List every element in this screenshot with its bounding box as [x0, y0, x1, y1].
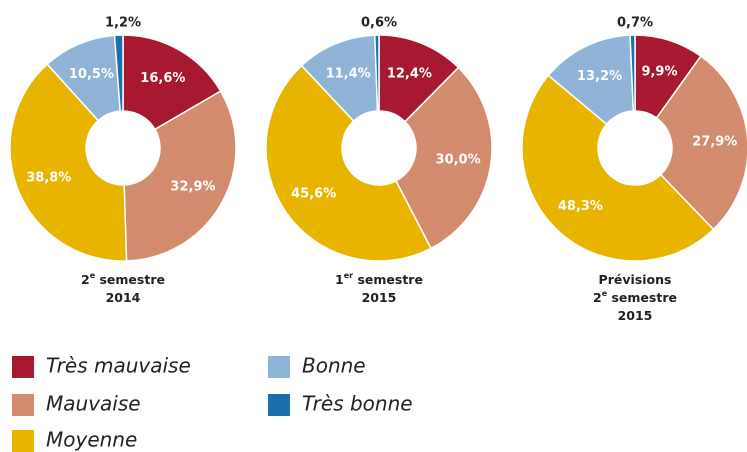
chart-title: 2015 — [618, 308, 653, 323]
legend-label: Moyenne — [46, 428, 137, 452]
data-label: 11,4% — [326, 67, 371, 82]
legend-label: Très bonne — [302, 392, 413, 416]
donut-slice — [9, 63, 128, 262]
chart-title: Prévisions — [599, 272, 672, 287]
title-part: Prévisions — [599, 272, 672, 287]
title-part: 2 — [81, 272, 90, 287]
data-label: 0,6% — [361, 16, 397, 31]
legend-swatch — [12, 430, 34, 452]
legend-label: Très mauvaise — [46, 354, 191, 378]
donut-slice — [655, 55, 747, 231]
legend-swatch — [12, 394, 34, 416]
title-part: er — [344, 271, 353, 280]
title-part: 2 — [593, 290, 602, 305]
donut-slice — [122, 34, 222, 131]
legend-swatch — [268, 356, 290, 378]
title-part: semestre — [95, 272, 165, 287]
data-label: 30,0% — [436, 153, 481, 168]
chart-title: 1er semestre — [335, 271, 423, 287]
data-label: 16,6% — [140, 71, 185, 86]
donut-slice — [123, 90, 237, 262]
data-label: 10,5% — [69, 67, 114, 82]
data-label: 0,7% — [617, 16, 653, 31]
title-part: 2015 — [362, 290, 397, 305]
donut-slice — [629, 34, 636, 112]
data-label: 9,9% — [641, 64, 677, 79]
data-label: 32,9% — [170, 179, 215, 194]
title-part: 1 — [335, 272, 344, 287]
chart-title: 2e semestre — [81, 271, 165, 287]
legend-swatch — [12, 356, 34, 378]
data-label: 27,9% — [692, 135, 737, 150]
donut-slice — [521, 74, 715, 262]
title-part: semestre — [353, 272, 423, 287]
title-part: 2015 — [618, 308, 653, 323]
donut-slice — [373, 34, 380, 112]
data-label: 48,3% — [558, 199, 603, 214]
chart-title: 2e semestre — [593, 289, 677, 305]
data-label: 38,8% — [26, 170, 71, 185]
donut-slice — [113, 34, 124, 112]
title-part: e — [602, 289, 608, 298]
chart-title: 2015 — [362, 290, 397, 305]
data-label: 13,2% — [577, 69, 622, 84]
legend-label: Mauvaise — [46, 392, 141, 416]
data-label: 45,6% — [291, 187, 336, 202]
data-label: 12,4% — [387, 66, 432, 81]
legend-swatch — [268, 394, 290, 416]
chart-title: 2014 — [106, 290, 141, 305]
donut-slice — [394, 66, 493, 250]
donut-slice — [265, 64, 432, 262]
title-part: 2014 — [106, 290, 141, 305]
title-part: e — [90, 271, 96, 280]
title-part: semestre — [607, 290, 677, 305]
legend-label: Bonne — [302, 354, 366, 378]
data-label: 1,2% — [105, 16, 141, 31]
